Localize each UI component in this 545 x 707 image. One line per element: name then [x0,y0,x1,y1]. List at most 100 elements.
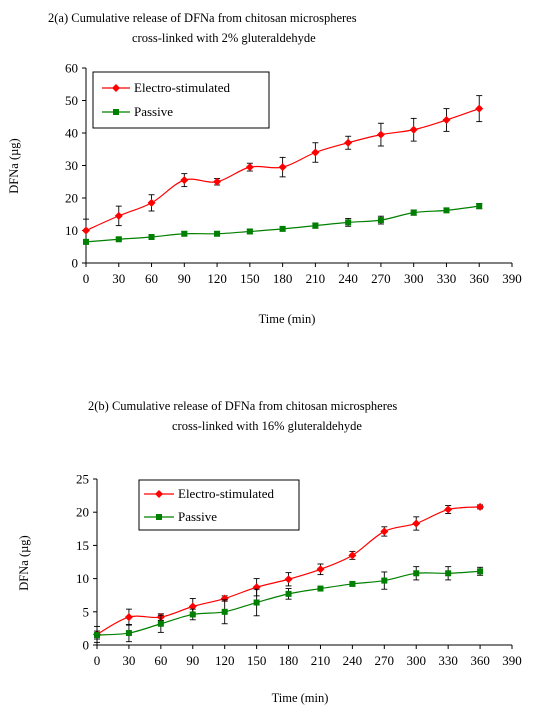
chart-b-point-electro [380,527,389,536]
chart-a-legend-marker-passive [113,109,119,115]
chart-b-x-tick-label: 90 [186,653,199,668]
chart-b-point-passive [477,568,484,575]
chart-b-title-line-2: cross-linked with 16% gluteraldehyde [172,419,362,433]
chart-a-point-passive [83,238,89,245]
chart-b-legend-label-electro: Electro-stimulated [178,486,275,501]
chart-a-point-passive [148,234,155,240]
chart-a-point-passive [377,217,384,224]
chart-a-point-electro [344,138,353,147]
chart-b-x-tick-label: 240 [343,653,363,668]
chart-b-point-electro [284,575,293,584]
chart-b-point-electro [316,565,325,574]
chart-b-point-passive [94,632,100,639]
chart-b-x-tick-label: 390 [502,653,522,668]
chart-a-point-electro [409,125,418,134]
chart-a-legend: Electro-stimulated Passive [92,71,270,129]
chart-b-point-passive [381,577,388,584]
chart-a-ylabel: DFNa (µg) [7,138,21,193]
chart-b-y-tick-label: 5 [83,604,90,619]
chart-b-x-tick-label: 60 [154,653,167,668]
chart-a-point-electro [114,211,123,220]
chart-a-y-tick-label: 20 [65,191,78,206]
chart-b-point-electro [220,594,229,603]
chart-a-point-electro [180,176,189,185]
chart-a-point-electro [245,163,254,172]
chart-b-point-electro [348,551,357,560]
chart-a-y-tick-label: 50 [65,93,78,108]
chart-b-point-passive [157,620,164,627]
chart-a-x-tick-label: 0 [83,271,90,286]
chart-b-x-tick-label: 330 [438,653,458,668]
chart-a-x-tick-label: 330 [437,271,457,286]
chart-b-x-tick-label: 30 [122,653,135,668]
chart-b-point-passive [445,570,452,577]
chart-a-point-passive [181,230,188,237]
chart-a-y-tick-label: 30 [65,158,78,173]
chart-b-x-tick-label: 180 [279,653,299,668]
chart-b-y-tick-label: 0 [83,638,90,653]
chart-a-point-electro [278,163,287,172]
chart-a-x-tick-label: 360 [469,271,489,286]
chart-a-point-electro [376,130,385,139]
chart-b-y-tick-label: 15 [76,538,89,553]
chart-b-x-tick-label: 300 [406,653,426,668]
chart-b-legend: Electro-stimulated Passive [138,479,300,531]
chart-a-point-passive [279,225,286,232]
chart-b-y-tick-label: 20 [76,505,89,520]
chart-a-title-line-2: cross-linked with 2% gluteraldehyde [132,31,316,45]
chart-a-point-passive [345,219,352,226]
chart-b-x-tick-label: 360 [470,653,490,668]
chart-a-x-tick-label: 150 [240,271,260,286]
chart-b-legend-marker-passive [156,514,162,520]
chart-b-legend-box [138,479,300,531]
chart-b-x-tick-label: 0 [94,653,101,668]
chart-a-legend-marker-electro [112,84,120,92]
chart-b-x-tick-label: 270 [375,653,395,668]
chart-a-y-tick-label: 40 [65,126,78,141]
chart-b-x-tick-label: 210 [311,653,331,668]
chart-b-point-passive [221,608,228,615]
chart-b-point-passive [189,611,196,618]
chart-a-x-tick-label: 210 [306,271,326,286]
chart-a-point-passive [312,222,319,229]
chart-a-y-tick-label: 10 [65,223,78,238]
chart-a-point-electro [213,177,222,186]
chart-a-x-tick-label: 390 [502,271,522,286]
chart-a: 2(a) Cumulative release of DFNa from chi… [7,11,522,326]
chart-b-point-passive [349,580,356,587]
chart-a-line-passive [85,205,480,243]
chart-b: 2(b) Cumulative release of DFNa from chi… [17,399,522,705]
chart-b-point-electro [412,519,421,528]
chart-a-point-electro [475,104,484,113]
chart-a-point-electro [442,116,451,124]
chart-a-x-tick-label: 240 [338,271,358,286]
chart-a-x-tick-label: 180 [273,271,293,286]
chart-a-legend-label-passive: Passive [134,104,173,119]
chart-b-legend-label-passive: Passive [178,509,217,524]
chart-a-plot: 0 10 20 30 40 50 60 0 30 60 90 120 150 180 210 240 270 30… [65,61,522,287]
chart-a-x-tick-label: 60 [145,271,158,286]
chart-b-point-passive [125,630,132,637]
chart-a-point-passive [410,209,417,216]
chart-a-y-tick-label: 0 [72,256,79,271]
chart-a-point-passive [443,207,450,214]
chart-a-x-tick-label: 30 [112,271,125,286]
chart-b-plot: 0 5 10 15 20 25 0 30 60 90 120 150 180 210 240 270 300 33… [76,472,522,669]
chart-b-point-passive [413,570,420,577]
chart-b-point-electro [124,613,133,622]
chart-b-point-passive [285,590,292,597]
chart-b-xlabel: Time (min) [272,691,329,705]
chart-a-x-tick-label: 300 [404,271,424,286]
chart-b-point-electro [444,505,453,514]
chart-b-point-passive [317,585,324,592]
chart-b-point-passive [253,599,260,606]
chart-a-legend-box [92,71,270,129]
chart-a-point-passive [115,236,122,243]
chart-a-title-line-1: 2(a) Cumulative release of DFNa from chi… [48,11,357,25]
chart-a-y-tick-label: 60 [65,61,78,76]
chart-a-xlabel: Time (min) [259,312,316,326]
chart-a-point-passive [476,203,483,210]
chart-b-legend-marker-electro [155,490,163,498]
chart-a-point-electro [82,226,90,235]
